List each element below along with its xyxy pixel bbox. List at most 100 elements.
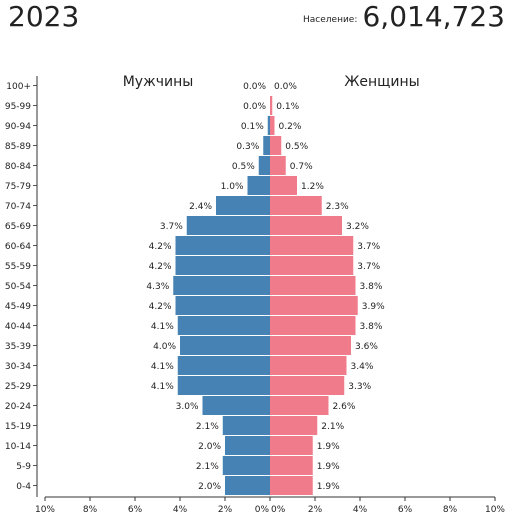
- population-label: Население:: [303, 15, 358, 25]
- female-bar: [270, 96, 273, 115]
- male-value-label: 4.1%: [151, 322, 174, 332]
- female-bar: [270, 436, 313, 455]
- age-group-label: 35-39: [5, 342, 31, 352]
- male-bar: [225, 436, 270, 455]
- female-value-label: 3.6%: [355, 342, 378, 352]
- age-group-label: 0-4: [16, 482, 31, 492]
- year-title: 2023: [8, 0, 80, 33]
- x-tick-label-left: 6%: [128, 505, 143, 515]
- age-group-label: 5-9: [16, 462, 31, 472]
- x-tick-label-right: 2%: [308, 505, 323, 515]
- male-value-label: 4.2%: [149, 242, 172, 252]
- female-value-label: 1.9%: [317, 462, 340, 472]
- male-bar: [177, 316, 270, 335]
- female-value-label: 0.0%: [274, 82, 297, 92]
- age-group-label: 95-99: [5, 102, 31, 112]
- female-bar: [270, 416, 318, 435]
- x-tick-label-right: 10%: [485, 505, 505, 515]
- male-value-label: 2.1%: [196, 422, 219, 432]
- female-bar: [270, 236, 354, 255]
- female-bar: [270, 356, 347, 375]
- female-value-label: 1.9%: [317, 482, 340, 492]
- age-group-label: 90-94: [5, 122, 31, 132]
- age-group-label: 55-59: [5, 262, 31, 272]
- male-value-label: 2.0%: [198, 482, 221, 492]
- male-bar: [258, 156, 270, 175]
- x-tick-label-left: 10%: [35, 505, 55, 515]
- female-bar: [270, 196, 322, 215]
- male-value-label: 2.1%: [196, 462, 219, 472]
- age-group-label: 100+: [6, 82, 31, 92]
- female-bar: [270, 336, 351, 355]
- age-group-label: 40-44: [5, 322, 31, 332]
- male-bar: [180, 336, 270, 355]
- males-series-label: Мужчины: [123, 74, 194, 90]
- male-bar: [175, 236, 270, 255]
- male-value-label: 1.0%: [221, 182, 244, 192]
- male-value-label: 0.3%: [236, 142, 259, 152]
- male-bar: [263, 136, 270, 155]
- female-bar: [270, 156, 286, 175]
- female-value-label: 3.4%: [351, 362, 374, 372]
- female-value-label: 2.1%: [321, 422, 344, 432]
- female-bar: [270, 376, 345, 395]
- x-tick-label-left: 8%: [83, 505, 98, 515]
- male-value-label: 0.0%: [243, 82, 266, 92]
- population-readout: Население: 6,014,723: [303, 0, 505, 33]
- male-value-label: 0.0%: [243, 102, 266, 112]
- female-value-label: 3.8%: [360, 322, 383, 332]
- age-group-label: 30-34: [5, 362, 31, 372]
- female-bar: [270, 396, 329, 415]
- male-bar: [202, 396, 270, 415]
- female-bar: [270, 136, 282, 155]
- male-bar: [177, 356, 270, 375]
- male-bar: [173, 276, 270, 295]
- female-bar: [270, 276, 356, 295]
- male-value-label: 3.0%: [176, 402, 199, 412]
- female-value-label: 3.3%: [348, 382, 371, 392]
- female-value-label: 3.9%: [362, 302, 385, 312]
- female-bar: [270, 116, 275, 135]
- females-series-label: Женщины: [344, 74, 419, 90]
- population-value: 6,014,723: [362, 0, 505, 33]
- female-value-label: 3.7%: [357, 242, 380, 252]
- male-value-label: 4.0%: [153, 342, 176, 352]
- male-value-label: 0.5%: [232, 162, 255, 172]
- male-value-label: 2.0%: [198, 442, 221, 452]
- female-value-label: 1.9%: [317, 442, 340, 452]
- male-bar: [216, 196, 270, 215]
- x-tick-label-right: 0%: [271, 505, 286, 515]
- male-bar: [175, 256, 270, 275]
- male-bar: [222, 416, 270, 435]
- male-value-label: 4.1%: [151, 362, 174, 372]
- female-value-label: 2.6%: [333, 402, 356, 412]
- age-group-label: 85-89: [5, 142, 31, 152]
- age-group-label: 10-14: [5, 442, 31, 452]
- male-bar: [186, 216, 270, 235]
- male-value-label: 0.1%: [241, 122, 264, 132]
- female-bar: [270, 316, 356, 335]
- male-value-label: 3.7%: [160, 222, 183, 232]
- female-bar: [270, 476, 313, 495]
- female-value-label: 2.3%: [326, 202, 349, 212]
- age-group-label: 60-64: [5, 242, 31, 252]
- male-bar: [247, 176, 270, 195]
- x-tick-label-right: 4%: [353, 505, 368, 515]
- female-value-label: 0.7%: [290, 162, 313, 172]
- age-group-label: 20-24: [5, 402, 31, 412]
- female-value-label: 3.7%: [357, 262, 380, 272]
- female-value-label: 0.2%: [279, 122, 302, 132]
- female-value-label: 3.8%: [360, 282, 383, 292]
- male-value-label: 2.4%: [189, 202, 212, 212]
- female-value-label: 1.2%: [301, 182, 324, 192]
- age-group-label: 25-29: [5, 382, 31, 392]
- age-group-label: 45-49: [5, 302, 31, 312]
- female-bar: [270, 456, 313, 475]
- x-tick-label-right: 8%: [443, 505, 458, 515]
- male-bar: [175, 296, 270, 315]
- female-bar: [270, 216, 342, 235]
- age-group-label: 15-19: [5, 422, 31, 432]
- male-bar: [267, 116, 270, 135]
- x-tick-label-left: 4%: [173, 505, 188, 515]
